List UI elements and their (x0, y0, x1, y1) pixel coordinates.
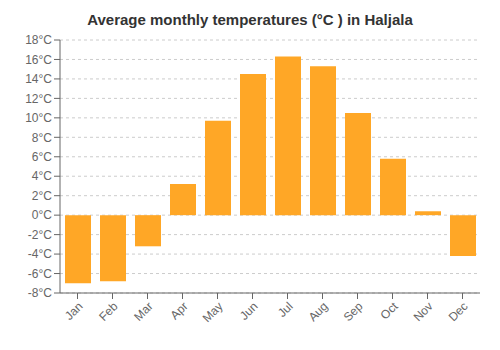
svg-text:Feb: Feb (96, 299, 121, 324)
svg-text:-4°C: -4°C (28, 247, 52, 261)
svg-text:8°C: 8°C (32, 131, 52, 145)
svg-text:18°C: 18°C (25, 33, 52, 47)
svg-text:-6°C: -6°C (28, 267, 52, 281)
svg-text:0°C: 0°C (32, 208, 52, 222)
svg-text:Jun: Jun (237, 299, 261, 323)
svg-text:-8°C: -8°C (28, 286, 52, 300)
svg-text:Dec: Dec (446, 299, 471, 324)
svg-text:-2°C: -2°C (28, 228, 52, 242)
svg-text:14°C: 14°C (25, 72, 52, 86)
svg-text:12°C: 12°C (25, 92, 52, 106)
svg-text:Mar: Mar (131, 299, 156, 324)
svg-text:6°C: 6°C (32, 150, 52, 164)
svg-text:Sep: Sep (341, 299, 366, 324)
html-text:Average monthly temperatures (: Average monthly temperatures (°C ) in Ha… (87, 11, 413, 28)
svg-text:May: May (200, 299, 226, 325)
svg-text:Apr: Apr (168, 299, 191, 322)
svg-text:Oct: Oct (378, 299, 402, 323)
svg-text:4°C: 4°C (32, 169, 52, 183)
svg-text:Jul: Jul (275, 299, 296, 320)
svg-text:2°C: 2°C (32, 189, 52, 203)
svg-text:10°C: 10°C (25, 111, 52, 125)
svg-text:Aug: Aug (306, 299, 331, 324)
svg-text:16°C: 16°C (25, 53, 52, 67)
svg-text:Jan: Jan (62, 299, 86, 323)
svg-text:Nov: Nov (411, 299, 436, 324)
